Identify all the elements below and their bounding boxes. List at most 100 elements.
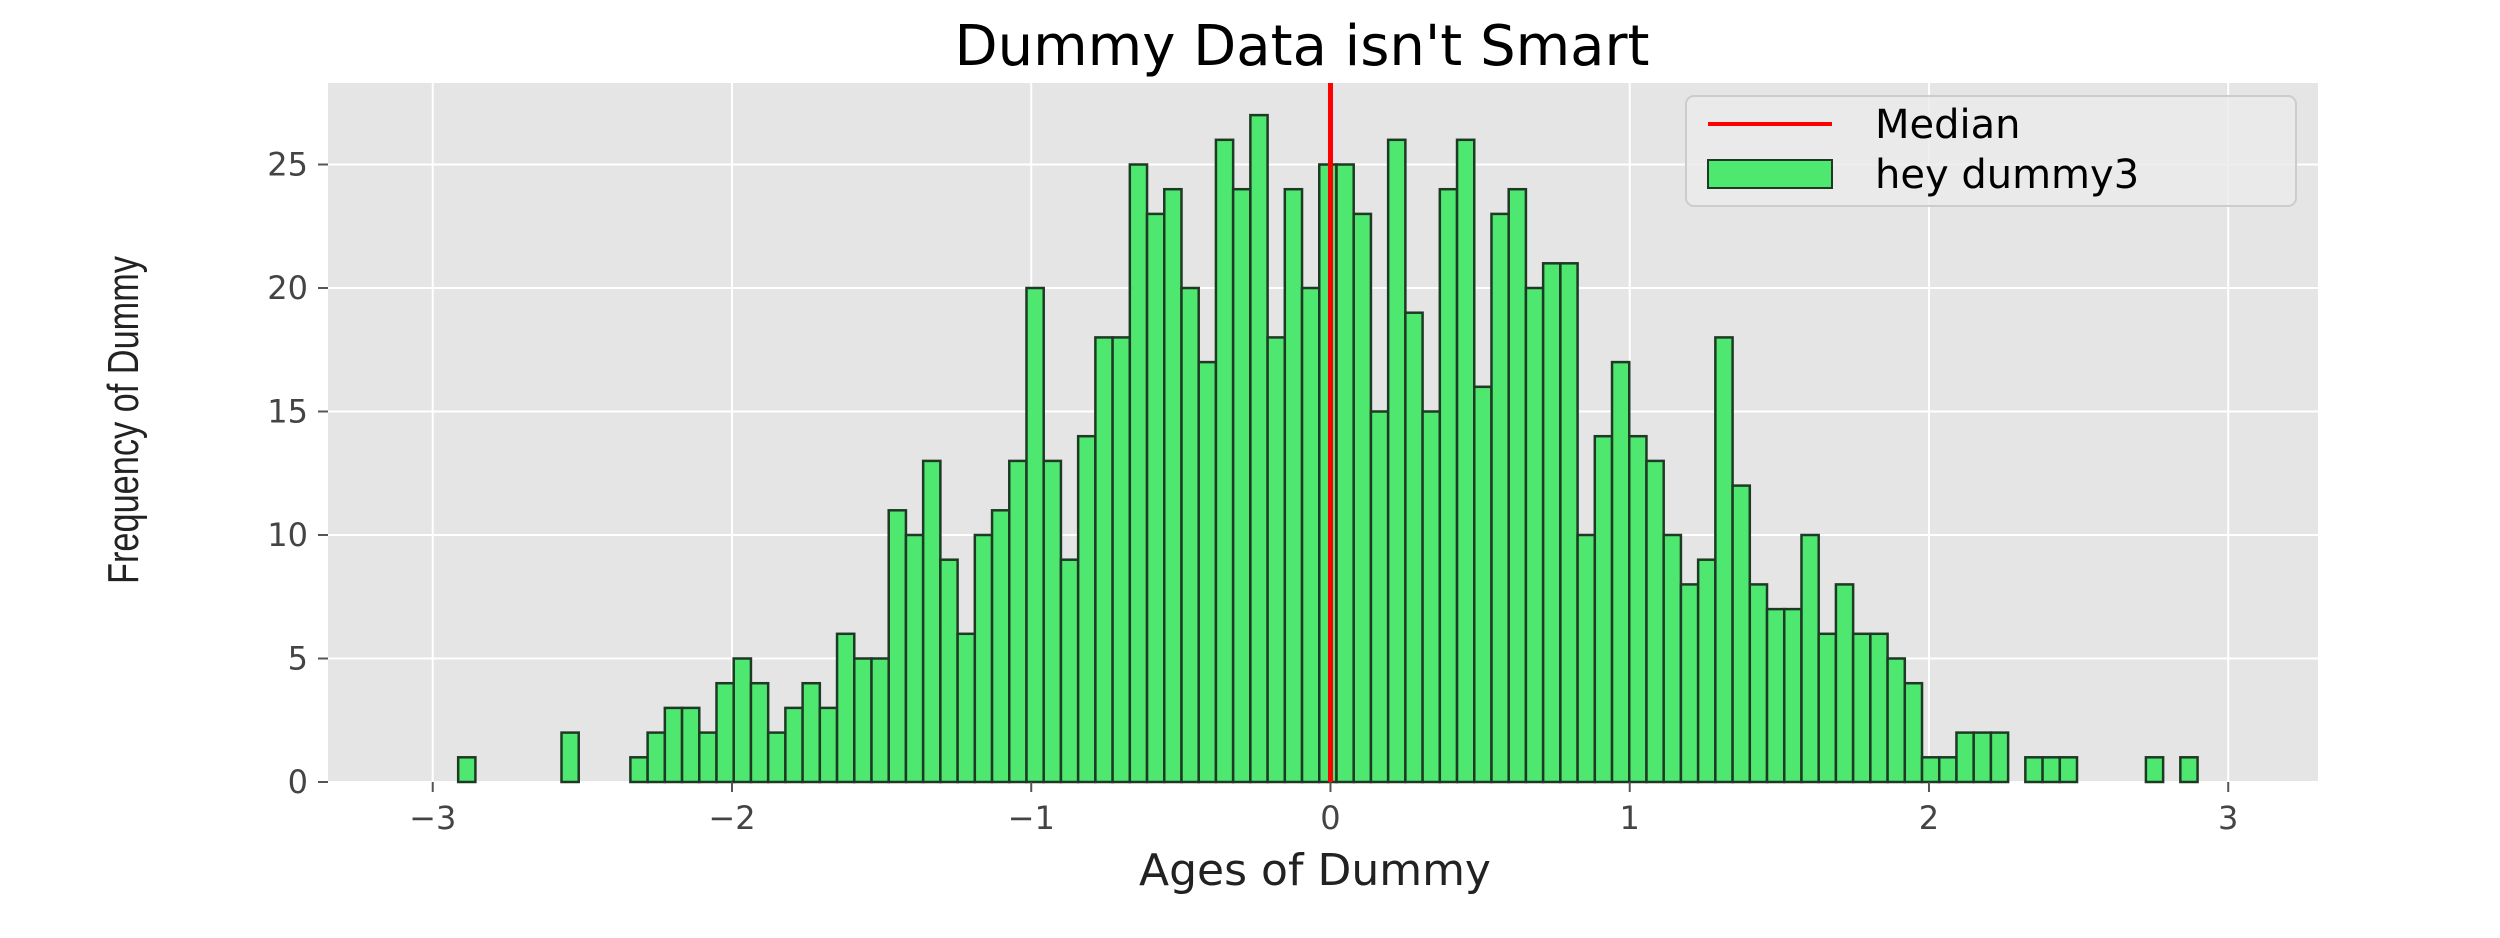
legend-median-label: Median <box>1875 102 2021 148</box>
histogram-bar <box>1352 212 1373 784</box>
histogram-bar <box>1076 434 1097 784</box>
histogram-bar <box>1869 632 1889 784</box>
x-tick-label: 1 <box>1620 799 1640 837</box>
histogram-bar <box>1231 187 1252 784</box>
histogram-bar <box>2058 756 2079 784</box>
histogram-bar <box>715 681 735 784</box>
legend-bars-label: hey dummy3 <box>1875 152 2139 198</box>
x-tick-label: −3 <box>409 799 456 837</box>
histogram-bar <box>990 509 1011 784</box>
histogram-bar <box>1559 262 1579 784</box>
histogram-bar <box>1782 607 1803 784</box>
histogram-bar <box>1541 262 1562 784</box>
histogram-bar <box>1748 583 1769 784</box>
x-axis-ticks: −3 −2 −1 0 1 2 3 <box>409 782 2238 837</box>
histogram-bar <box>1214 138 1235 784</box>
histogram-bar <box>732 657 753 784</box>
histogram-bar <box>887 509 908 784</box>
histogram-bar <box>1937 756 1958 784</box>
histogram-bar <box>629 756 649 784</box>
histogram-bar <box>2144 756 2165 784</box>
histogram-bar <box>1266 336 1287 784</box>
legend-box <box>1685 95 2297 207</box>
histogram-bar <box>1920 756 1941 784</box>
histogram-bar <box>680 706 701 784</box>
histogram-bar <box>2179 756 2199 784</box>
histogram-bar <box>1593 434 1614 784</box>
histogram-bar <box>1628 434 1648 784</box>
y-tick-label: 0 <box>288 763 308 801</box>
histogram-bar <box>663 706 684 784</box>
y-axis-label: Frequency of Dummy <box>99 256 148 584</box>
histogram-bar <box>1886 657 1907 784</box>
histogram-bar <box>1576 533 1597 784</box>
histogram-bar <box>1524 286 1545 784</box>
histogram-bar <box>1473 385 1493 784</box>
y-tick-label: 20 <box>267 269 308 307</box>
histogram-bar <box>1955 731 1975 784</box>
histogram-bar <box>801 681 822 784</box>
histogram-bar <box>698 731 718 784</box>
histogram-bar <box>1197 360 1218 784</box>
histogram-bar <box>1972 731 1993 784</box>
x-tick-label: −1 <box>1008 799 1055 837</box>
histogram-bar <box>939 558 959 784</box>
histogram-bar <box>870 657 890 784</box>
histogram-bar <box>749 681 770 784</box>
histogram-bar <box>1008 459 1028 784</box>
histogram-bar <box>1834 583 1855 784</box>
chart-title: Dummy Data isn't Smart <box>955 14 1650 79</box>
histogram-bar <box>1145 212 1166 784</box>
histogram-bar <box>784 706 804 784</box>
histogram-bar <box>1249 113 1269 784</box>
histogram-bar <box>835 632 856 784</box>
histogram-bar <box>2024 756 2044 784</box>
histogram-bar <box>1386 138 1407 784</box>
histogram-bar <box>1059 558 1080 784</box>
histogram-bar <box>1507 187 1528 784</box>
histogram-bar <box>646 731 667 784</box>
histogram-bar <box>1989 731 2010 784</box>
histogram-bar <box>1111 336 1132 784</box>
legend: Median hey dummy3 <box>1685 95 2297 207</box>
histogram-bar <box>1714 336 1734 784</box>
histogram-bar <box>973 533 994 784</box>
histogram-bar <box>956 632 977 784</box>
y-tick-label: 5 <box>288 640 308 678</box>
histogram-bar <box>1025 286 1045 784</box>
x-tick-label: 2 <box>1919 799 1939 837</box>
y-axis-ticks: 0 5 10 15 20 25 <box>267 146 328 801</box>
histogram-bar <box>904 533 925 784</box>
histogram-bar <box>1765 607 1786 784</box>
histogram-bar <box>1731 484 1752 784</box>
histogram-bar <box>1163 187 1183 784</box>
histogram-bar <box>818 706 839 784</box>
x-tick-label: 0 <box>1320 799 1340 837</box>
histogram-bar <box>1128 163 1149 784</box>
histogram-bar <box>2041 756 2062 784</box>
histogram-bar <box>1817 632 1838 784</box>
histogram-bar <box>1903 681 1924 784</box>
histogram-bar <box>1851 632 1872 784</box>
histogram-bar <box>1335 163 1355 784</box>
histogram-bar <box>1438 187 1459 784</box>
y-tick-label: 10 <box>267 516 308 554</box>
histogram-bar <box>1180 286 1200 784</box>
histogram-bar <box>1300 286 1321 784</box>
histogram-bar <box>1421 410 1442 784</box>
histogram-bar <box>1696 558 1717 784</box>
histogram-bar <box>1094 336 1114 784</box>
histogram-bar <box>456 756 477 784</box>
legend-bars-swatch <box>1707 159 1833 189</box>
histogram-bar <box>1455 138 1476 784</box>
histogram-bar <box>1318 163 1338 784</box>
y-tick-label: 15 <box>267 393 308 431</box>
histogram-bar <box>1662 533 1683 784</box>
histogram-bar <box>1800 533 1820 784</box>
histogram-bar <box>766 731 787 784</box>
histogram-bar <box>1645 459 1665 784</box>
histogram-bar <box>853 657 873 784</box>
histogram-bar <box>1679 583 1700 784</box>
histogram-bar <box>1404 311 1424 784</box>
